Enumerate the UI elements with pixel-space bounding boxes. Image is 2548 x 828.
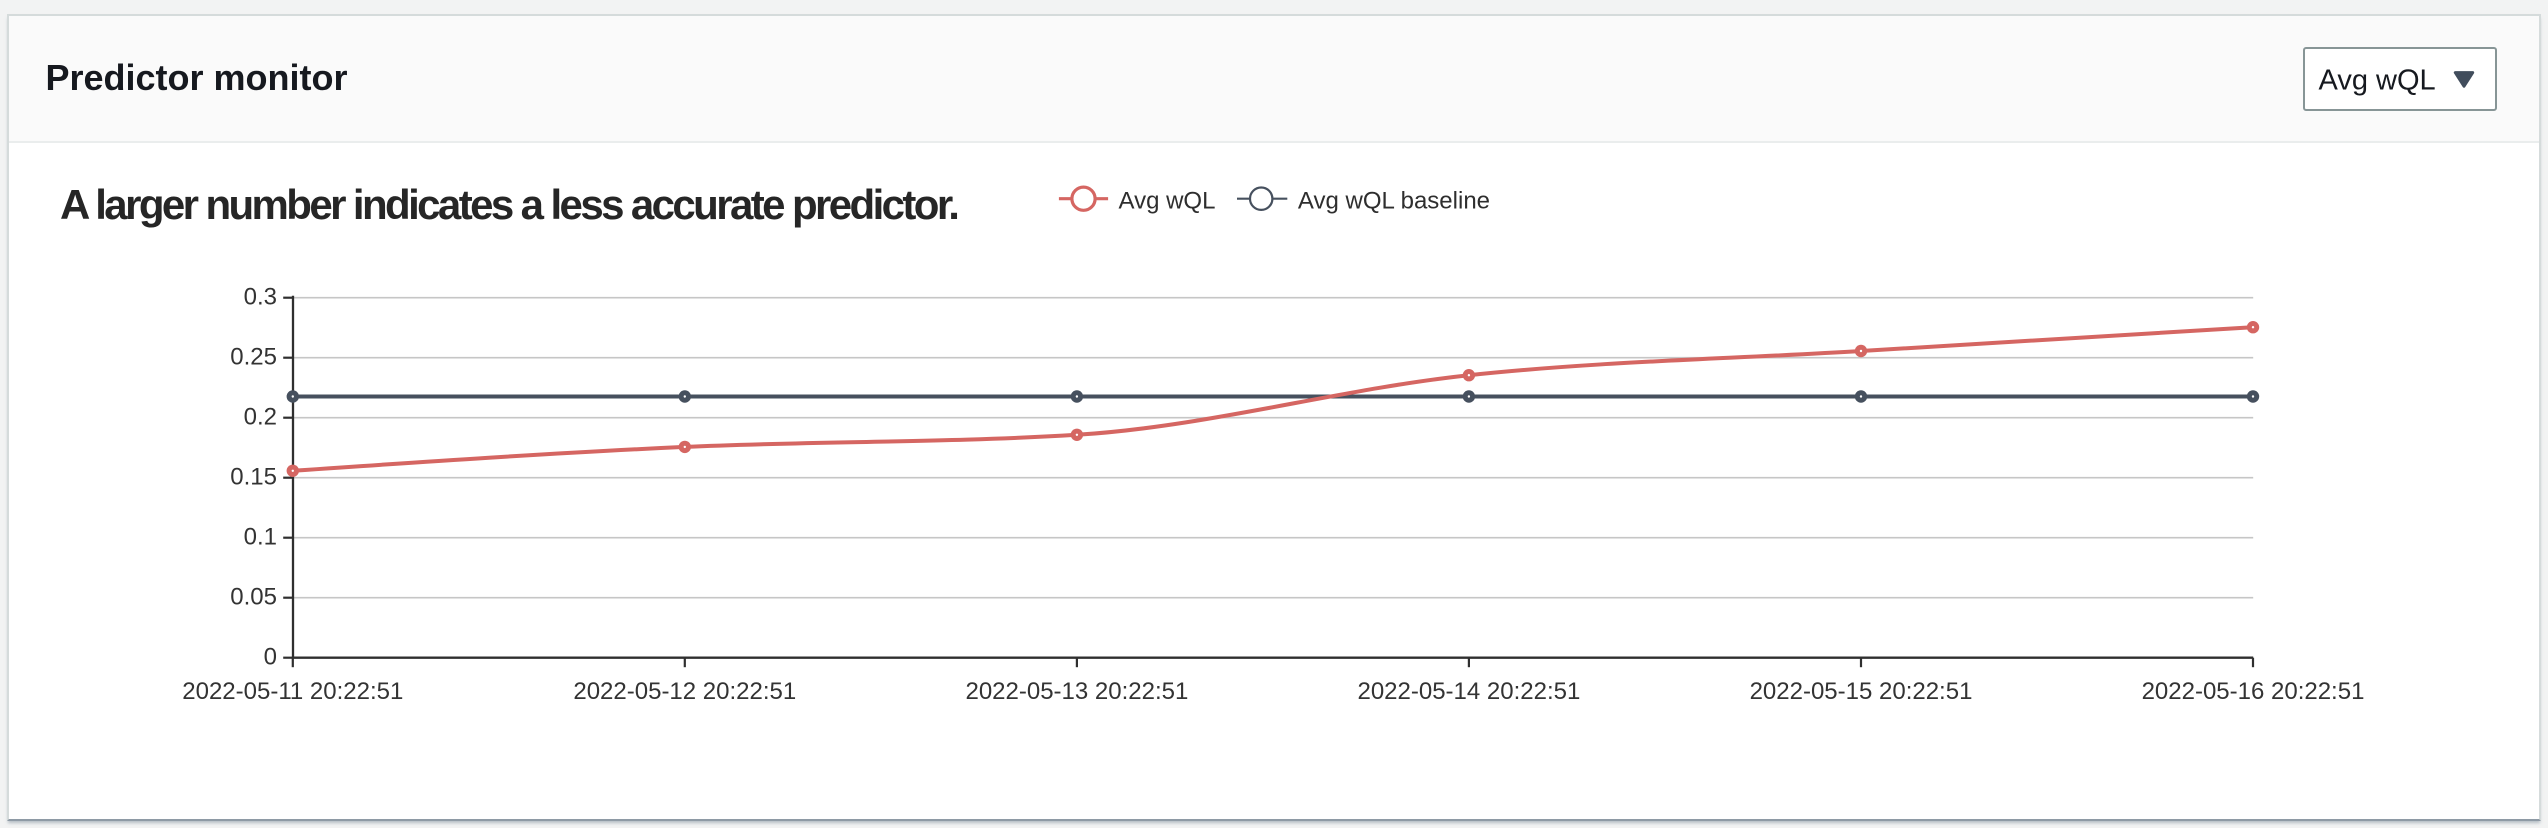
svg-text:0.15: 0.15 (230, 464, 277, 491)
svg-text:2022-05-13 20:22:51: 2022-05-13 20:22:51 (965, 678, 1188, 705)
svg-text:0.05: 0.05 (230, 584, 277, 611)
svg-text:0.1: 0.1 (244, 524, 277, 551)
svg-text:2022-05-11 20:22:51: 2022-05-11 20:22:51 (182, 678, 403, 705)
svg-text:Avg wQL: Avg wQL (1119, 187, 1216, 214)
svg-text:2022-05-12 20:22:51: 2022-05-12 20:22:51 (573, 678, 796, 705)
svg-text:Avg wQL baseline: Avg wQL baseline (1298, 187, 1490, 214)
svg-text:0: 0 (264, 644, 277, 671)
svg-text:0.3: 0.3 (244, 284, 277, 311)
svg-text:2022-05-15 20:22:51: 2022-05-15 20:22:51 (1750, 678, 1973, 705)
svg-text:2022-05-16 20:22:51: 2022-05-16 20:22:51 (2142, 678, 2365, 705)
svg-text:Avg wQL: Avg wQL (2319, 65, 2436, 97)
svg-text:Predictor monitor: Predictor monitor (46, 57, 348, 98)
svg-text:A larger number indicates a le: A larger number indicates a less accurat… (60, 181, 957, 228)
svg-text:2022-05-14 20:22:51: 2022-05-14 20:22:51 (1357, 678, 1580, 705)
svg-text:0.2: 0.2 (244, 404, 277, 431)
svg-text:0.25: 0.25 (230, 344, 277, 371)
